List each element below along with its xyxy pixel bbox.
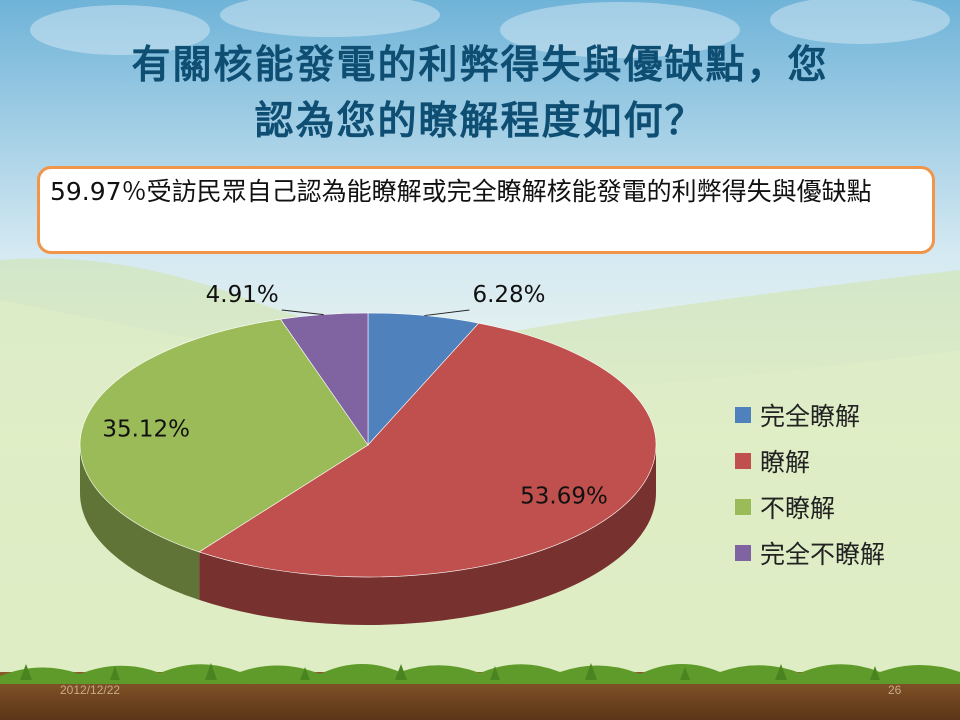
- title-line-2: 認為您的瞭解程度如何？: [254, 99, 706, 144]
- data-label-1: 6.28%: [472, 282, 545, 308]
- pie-slice-3: [79, 318, 369, 553]
- legend-item-2: 瞭解: [735, 438, 885, 484]
- legend-item-3: 不瞭解: [735, 484, 885, 530]
- legend-item-4: 完全不瞭解: [735, 530, 885, 576]
- legend-label-3: 不瞭解: [760, 494, 836, 523]
- pie-side-2: [199, 445, 656, 625]
- pie-data-labels: 6.28% 53.69% 35.12% 4.91%: [102, 282, 608, 509]
- legend-item-1: 完全瞭解: [735, 392, 885, 438]
- slide-title: 有關核能發電的利弊得失與優缺點，您 認為您的瞭解程度如何？: [0, 38, 960, 150]
- summary-text: 59.97％受訪民眾自己認為能瞭解或完全瞭解核能發電的利弊得失與優缺點: [50, 177, 872, 206]
- legend-swatch-2: [735, 453, 751, 469]
- footer-date: 2012/12/22: [60, 683, 121, 697]
- legend-swatch-4: [735, 545, 751, 561]
- legend-label-4: 完全不瞭解: [760, 540, 886, 569]
- legend-swatch-3: [735, 499, 751, 515]
- page-number: 26: [888, 683, 902, 697]
- pie-side-walls: [80, 445, 656, 625]
- legend-label-1: 完全瞭解: [760, 402, 861, 431]
- pie-slices: [79, 312, 657, 578]
- pie-slice-4: [280, 312, 369, 446]
- chart-legend: 完全瞭解瞭解不瞭解完全不瞭解: [735, 392, 885, 576]
- data-label-2: 53.69%: [520, 483, 608, 509]
- title-line-1: 有關核能發電的利弊得失與優缺點，您: [131, 43, 829, 88]
- leader-line-1: [424, 309, 470, 317]
- pie-side-3: [80, 445, 200, 600]
- data-label-3: 35.12%: [102, 417, 190, 443]
- pie-slice-2: [198, 322, 657, 578]
- data-label-4: 4.91%: [206, 282, 279, 308]
- pie-slice-1: [367, 312, 480, 446]
- leader-line-4: [281, 309, 324, 316]
- summary-callout: 59.97％受訪民眾自己認為能瞭解或完全瞭解核能發電的利弊得失與優缺點: [37, 166, 935, 254]
- legend-swatch-1: [735, 407, 751, 423]
- legend-label-2: 瞭解: [760, 448, 811, 477]
